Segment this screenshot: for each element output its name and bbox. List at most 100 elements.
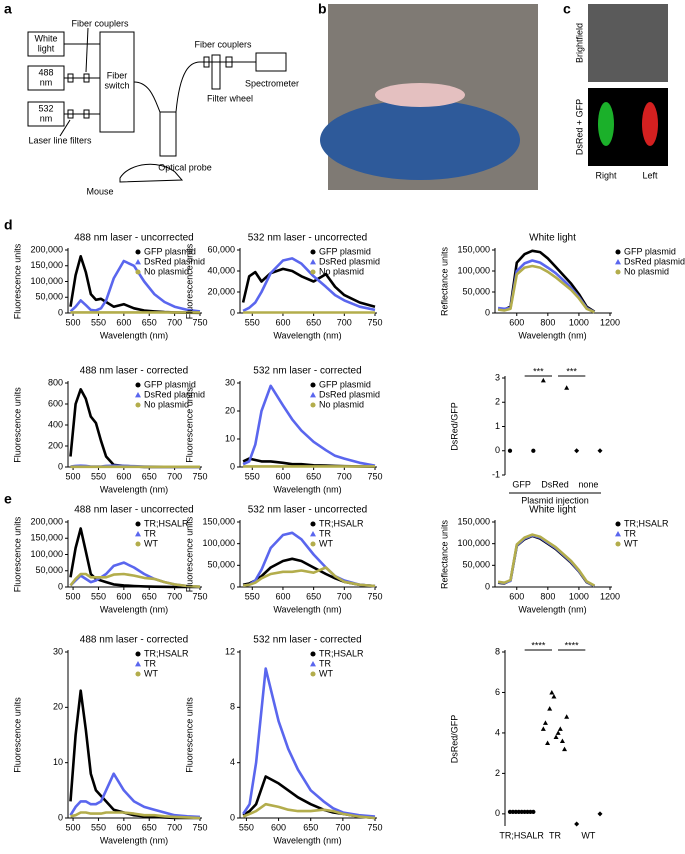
legend-label: WT — [144, 668, 158, 678]
legend-label: WT — [624, 538, 638, 548]
y-tick-label: 100,000 — [202, 538, 235, 548]
y-tick-label: 50,000 — [462, 560, 490, 570]
legend-marker — [310, 249, 316, 255]
legend-label: TR — [319, 528, 331, 538]
setup-diagram: a White light 488 nm 532 nm Fiber couple… — [4, 1, 299, 197]
series-line — [242, 257, 376, 313]
x-tick-label: 650 — [303, 822, 318, 832]
y-tick-label: 2 — [495, 397, 500, 407]
legend-label: TR;HSALR — [144, 518, 189, 528]
y-tick-label: 100,000 — [30, 549, 63, 559]
data-point — [553, 734, 559, 739]
laser-box — [27, 65, 65, 91]
y-tick-label: 0 — [58, 307, 63, 317]
data-point — [574, 821, 580, 827]
label: Filter wheel — [207, 93, 253, 103]
legend-label: WT — [319, 538, 333, 548]
legend-marker — [310, 651, 316, 657]
x-tick-label: 500 — [66, 317, 81, 327]
label: Brightfield — [574, 23, 584, 63]
y-tick-label: 60,000 — [207, 244, 235, 254]
legend-marker — [310, 382, 316, 388]
y-tick-label: 800 — [48, 377, 63, 387]
x-tick-label: 800 — [540, 317, 555, 327]
label: Right — [595, 170, 617, 180]
x-tick-label: 650 — [306, 591, 321, 601]
data-point — [525, 809, 530, 814]
x-axis-label: Wavelength (nm) — [273, 330, 341, 340]
photo-mouse — [375, 83, 465, 107]
legend-marker — [615, 521, 621, 527]
y-axis-label: Fluorescence units — [184, 697, 194, 773]
legend-marker — [310, 531, 316, 537]
x-tick-label: 1200 — [600, 317, 620, 327]
x-tick-label: 500 — [66, 591, 81, 601]
x-tick-label: 600 — [116, 317, 131, 327]
y-tick-label: 20 — [53, 702, 63, 712]
chart-title: 532 nm laser - corrected — [253, 635, 361, 646]
legend-label: No plasmid — [144, 399, 189, 409]
pointer — [59, 119, 71, 137]
series-line — [69, 527, 200, 589]
data-point — [564, 714, 570, 719]
legend-label: TR;HSALR — [319, 648, 364, 658]
significance-label: **** — [531, 640, 546, 650]
x-tick-label: none — [578, 479, 598, 489]
label: Fiber couplers — [194, 39, 252, 49]
label: Fiber couplers — [71, 18, 129, 28]
y-tick-label: 6 — [495, 687, 500, 697]
data-point — [507, 809, 513, 814]
x-tick-label: GFP — [512, 479, 531, 489]
legend-marker — [310, 661, 316, 667]
x-tick-label: 550 — [239, 822, 254, 832]
label: Left — [642, 170, 658, 180]
y-tick-label: 0 — [230, 461, 235, 471]
chart-title: 488 nm laser - corrected — [80, 635, 188, 646]
legend-marker — [615, 249, 621, 255]
legend-label: TR — [144, 658, 156, 668]
photo-dsred — [642, 102, 658, 146]
legend-marker — [135, 531, 141, 537]
legend-marker — [310, 402, 316, 408]
label: light — [38, 43, 55, 53]
label: 488 — [38, 67, 53, 77]
y-tick-label: 200,000 — [30, 244, 63, 254]
legend-label: TR;HSALR — [624, 518, 669, 528]
series-line — [69, 259, 201, 313]
legend-marker — [135, 521, 141, 527]
x-tick-label: 700 — [335, 822, 350, 832]
label: Mouse — [86, 186, 113, 196]
photo-platform — [320, 100, 520, 180]
y-tick-label: 150,000 — [457, 516, 490, 526]
significance-label: **** — [565, 640, 580, 650]
x-axis-label: Wavelength (nm) — [100, 604, 168, 614]
data-point — [528, 809, 533, 814]
x-tick-label: 700 — [167, 471, 182, 481]
label: nm — [40, 113, 53, 123]
y-tick-label: 50,000 — [35, 565, 63, 575]
label: Fiber — [107, 70, 128, 80]
x-tick-label: 600 — [275, 317, 290, 327]
y-tick-label: 10 — [225, 433, 235, 443]
probe — [159, 111, 177, 157]
y-axis-label: Fluorescence units — [12, 516, 22, 592]
series-line — [497, 533, 596, 587]
switch-box — [99, 31, 135, 133]
legend-label: TR — [144, 528, 156, 538]
label: Spectrometer — [245, 78, 299, 88]
y-tick-label: 100,000 — [30, 276, 63, 286]
x-tick-label: 550 — [245, 591, 260, 601]
data-point — [551, 694, 557, 699]
series-line — [69, 572, 201, 588]
data-point — [555, 730, 561, 735]
y-tick-label: 0 — [230, 812, 235, 822]
y-tick-label: 0 — [485, 581, 490, 591]
x-tick-label: 750 — [192, 822, 207, 832]
photo-gfp — [598, 102, 614, 146]
x-tick-label: 700 — [337, 591, 352, 601]
legend-marker — [135, 661, 141, 667]
x-tick-label: WT — [581, 830, 595, 840]
y-tick-label: 8 — [230, 702, 235, 712]
x-tick-label: 600 — [271, 822, 286, 832]
legend-label: TR;HSALR — [319, 518, 364, 528]
